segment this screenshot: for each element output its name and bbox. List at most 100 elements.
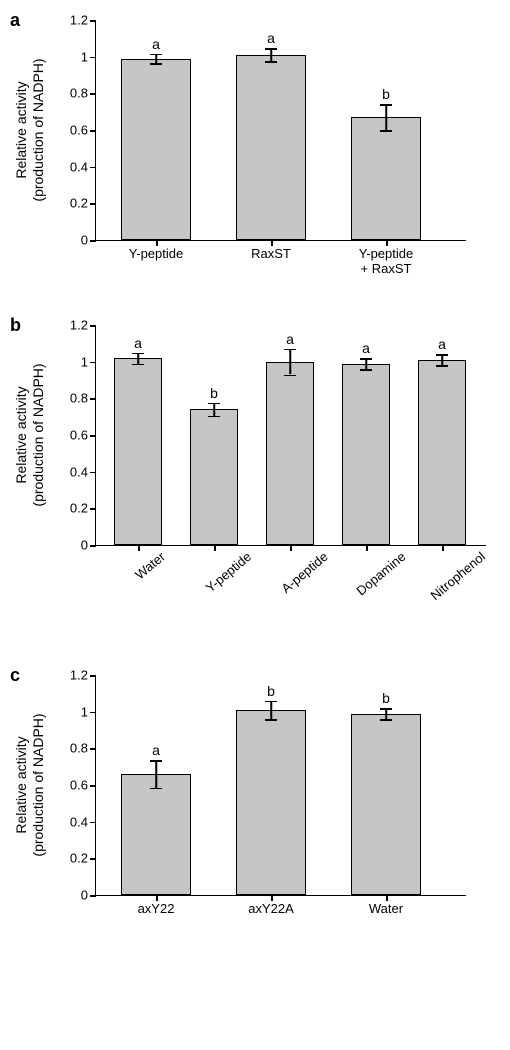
error-line <box>213 403 215 416</box>
bar <box>114 358 162 545</box>
bar <box>236 55 306 240</box>
significance-label: a <box>438 336 446 352</box>
error-cap <box>436 365 448 367</box>
x-label: Water <box>336 901 436 916</box>
significance-label: a <box>267 30 275 46</box>
error-cap <box>284 375 296 377</box>
bar <box>351 714 421 896</box>
y-tick-label: 1 <box>81 49 96 64</box>
x-label: Dopamine <box>353 549 408 599</box>
error-cap <box>360 369 372 371</box>
y-tick-label: 0.8 <box>70 741 96 756</box>
y-tick-label: 0.2 <box>70 851 96 866</box>
error-cap <box>150 760 162 762</box>
error-line <box>289 349 291 375</box>
y-tick-label: 0.4 <box>70 159 96 174</box>
error-cap <box>265 701 277 703</box>
significance-label: a <box>362 340 370 356</box>
x-tick <box>138 545 140 551</box>
chart-wrap: Relative activity(production of NADPH)00… <box>40 10 510 295</box>
significance-label: b <box>210 385 218 401</box>
y-tick-label: 1 <box>81 704 96 719</box>
x-label: Y-peptide <box>106 246 206 261</box>
panel-label: a <box>10 10 20 31</box>
x-label: RaxST <box>221 246 321 261</box>
chart-wrap: Relative activity(production of NADPH)00… <box>40 315 510 645</box>
x-label: Y-peptide+ RaxST <box>336 246 436 276</box>
error-cap <box>380 104 392 106</box>
significance-label: b <box>267 683 275 699</box>
error-cap <box>265 48 277 50</box>
y-axis-label: Relative activity(production of NADPH) <box>13 58 47 201</box>
panel-label: b <box>10 315 21 336</box>
x-tick <box>214 545 216 551</box>
panel-label: c <box>10 665 20 686</box>
error-cap <box>208 416 220 418</box>
error-cap <box>380 719 392 721</box>
plot-area: 00.20.40.60.811.2aaxY22baxY22AbWater <box>95 675 466 896</box>
x-tick <box>290 545 292 551</box>
x-label: Y-peptide <box>203 549 254 596</box>
error-line <box>385 708 387 719</box>
error-cap <box>380 130 392 132</box>
x-tick <box>442 545 444 551</box>
panel-b: bRelative activity(production of NADPH)0… <box>10 315 510 645</box>
y-tick-label: 0.8 <box>70 86 96 101</box>
error-cap <box>132 364 144 366</box>
error-cap <box>265 61 277 63</box>
error-cap <box>360 358 372 360</box>
significance-label: a <box>152 742 160 758</box>
error-cap <box>150 63 162 65</box>
significance-label: a <box>152 36 160 52</box>
panel-c: cRelative activity(production of NADPH)0… <box>10 665 510 935</box>
bar <box>121 774 191 895</box>
plot-area: 00.20.40.60.811.2aWaterbY-peptideaA-pept… <box>95 325 486 546</box>
bar <box>342 364 390 546</box>
x-label: Water <box>132 549 168 582</box>
y-tick-label: 0.8 <box>70 391 96 406</box>
error-cap <box>265 719 277 721</box>
error-cap <box>208 403 220 405</box>
y-tick-label: 1.2 <box>70 318 96 333</box>
error-line <box>155 760 157 788</box>
y-tick-label: 0.6 <box>70 778 96 793</box>
error-line <box>270 701 272 719</box>
error-cap <box>132 353 144 355</box>
y-axis-label: Relative activity(production of NADPH) <box>13 713 47 856</box>
bar <box>121 59 191 241</box>
chart-wrap: Relative activity(production of NADPH)00… <box>40 665 510 935</box>
bar <box>190 409 238 545</box>
y-tick-label: 0.2 <box>70 196 96 211</box>
y-tick-label: 0.6 <box>70 428 96 443</box>
y-tick-label: 1.2 <box>70 13 96 28</box>
y-tick-label: 0.4 <box>70 464 96 479</box>
y-tick-label: 0.2 <box>70 501 96 516</box>
bar <box>266 362 314 545</box>
y-tick-label: 0.6 <box>70 123 96 138</box>
x-label: axY22 <box>106 901 206 916</box>
x-label: axY22A <box>221 901 321 916</box>
y-tick-label: 1.2 <box>70 668 96 683</box>
bar <box>351 117 421 240</box>
error-cap <box>150 54 162 56</box>
error-line <box>365 358 367 369</box>
y-tick-label: 0 <box>81 888 96 903</box>
error-line <box>270 48 272 61</box>
significance-label: a <box>286 331 294 347</box>
panel-a: aRelative activity(production of NADPH)0… <box>10 10 510 295</box>
error-line <box>441 354 443 365</box>
y-axis-label: Relative activity(production of NADPH) <box>13 363 47 506</box>
y-tick-label: 1 <box>81 354 96 369</box>
significance-label: b <box>382 690 390 706</box>
bar <box>418 360 466 545</box>
error-cap <box>380 708 392 710</box>
error-cap <box>150 788 162 790</box>
error-cap <box>284 349 296 351</box>
y-tick-label: 0 <box>81 233 96 248</box>
plot-area: 00.20.40.60.811.2aY-peptideaRaxSTbY-pept… <box>95 20 466 241</box>
bar <box>236 710 306 895</box>
y-tick-label: 0 <box>81 538 96 553</box>
significance-label: a <box>134 335 142 351</box>
significance-label: b <box>382 86 390 102</box>
y-tick-label: 0.4 <box>70 814 96 829</box>
